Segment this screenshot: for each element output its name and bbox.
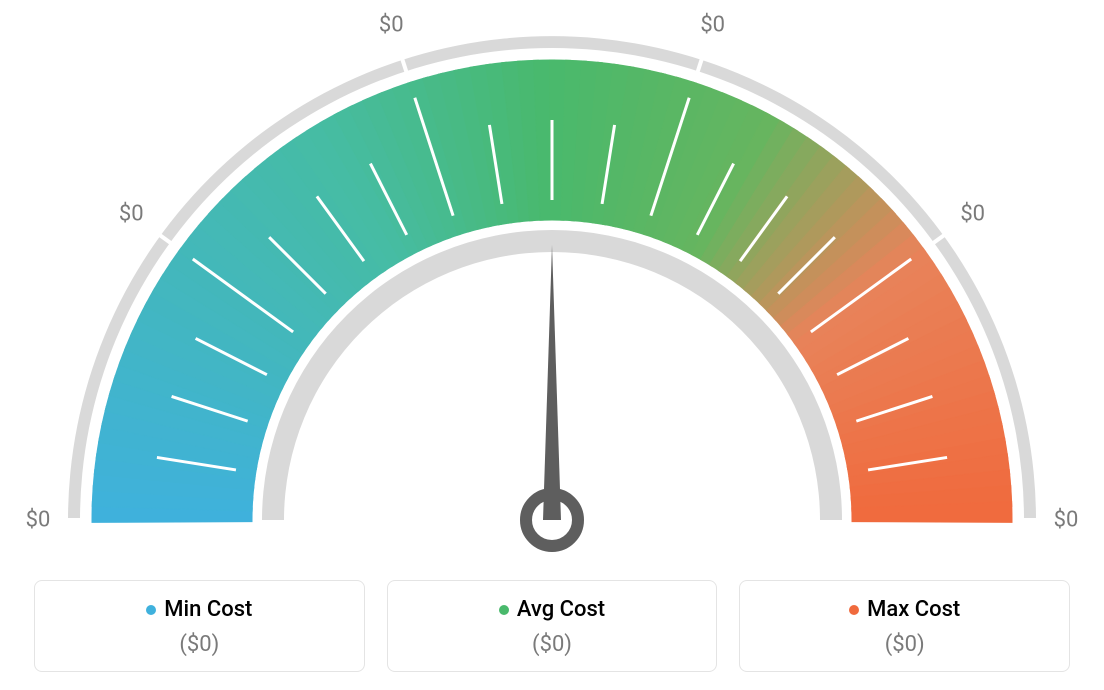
gauge-tick-label: $0 xyxy=(26,508,51,533)
legend-label-avg: Avg Cost xyxy=(517,597,605,622)
legend-card-avg: Avg Cost ($0) xyxy=(387,580,718,672)
legend-title-max: Max Cost xyxy=(849,597,960,622)
legend-dot-min xyxy=(146,605,156,615)
gauge-tick-label: $0 xyxy=(119,202,144,227)
legend-card-max: Max Cost ($0) xyxy=(739,580,1070,672)
legend-dot-max xyxy=(849,605,859,615)
legend-dot-avg xyxy=(499,605,509,615)
legend-title-min: Min Cost xyxy=(146,597,252,622)
legend-card-min: Min Cost ($0) xyxy=(34,580,365,672)
gauge-chart: $0 $0 $0 $0 $0 $0 xyxy=(0,0,1104,560)
legend-value-max: ($0) xyxy=(740,632,1069,657)
gauge-tick-label: $0 xyxy=(1054,508,1079,533)
legend-label-max: Max Cost xyxy=(867,597,960,622)
gauge-svg xyxy=(0,0,1104,560)
legend-value-avg: ($0) xyxy=(388,632,717,657)
gauge-tick-label: $0 xyxy=(960,202,985,227)
legend-row: Min Cost ($0) Avg Cost ($0) Max Cost ($0… xyxy=(34,580,1070,672)
legend-title-avg: Avg Cost xyxy=(499,597,605,622)
legend-value-min: ($0) xyxy=(35,632,364,657)
legend-label-min: Min Cost xyxy=(164,597,252,622)
gauge-tick-label: $0 xyxy=(700,13,725,38)
gauge-tick-label: $0 xyxy=(379,13,404,38)
